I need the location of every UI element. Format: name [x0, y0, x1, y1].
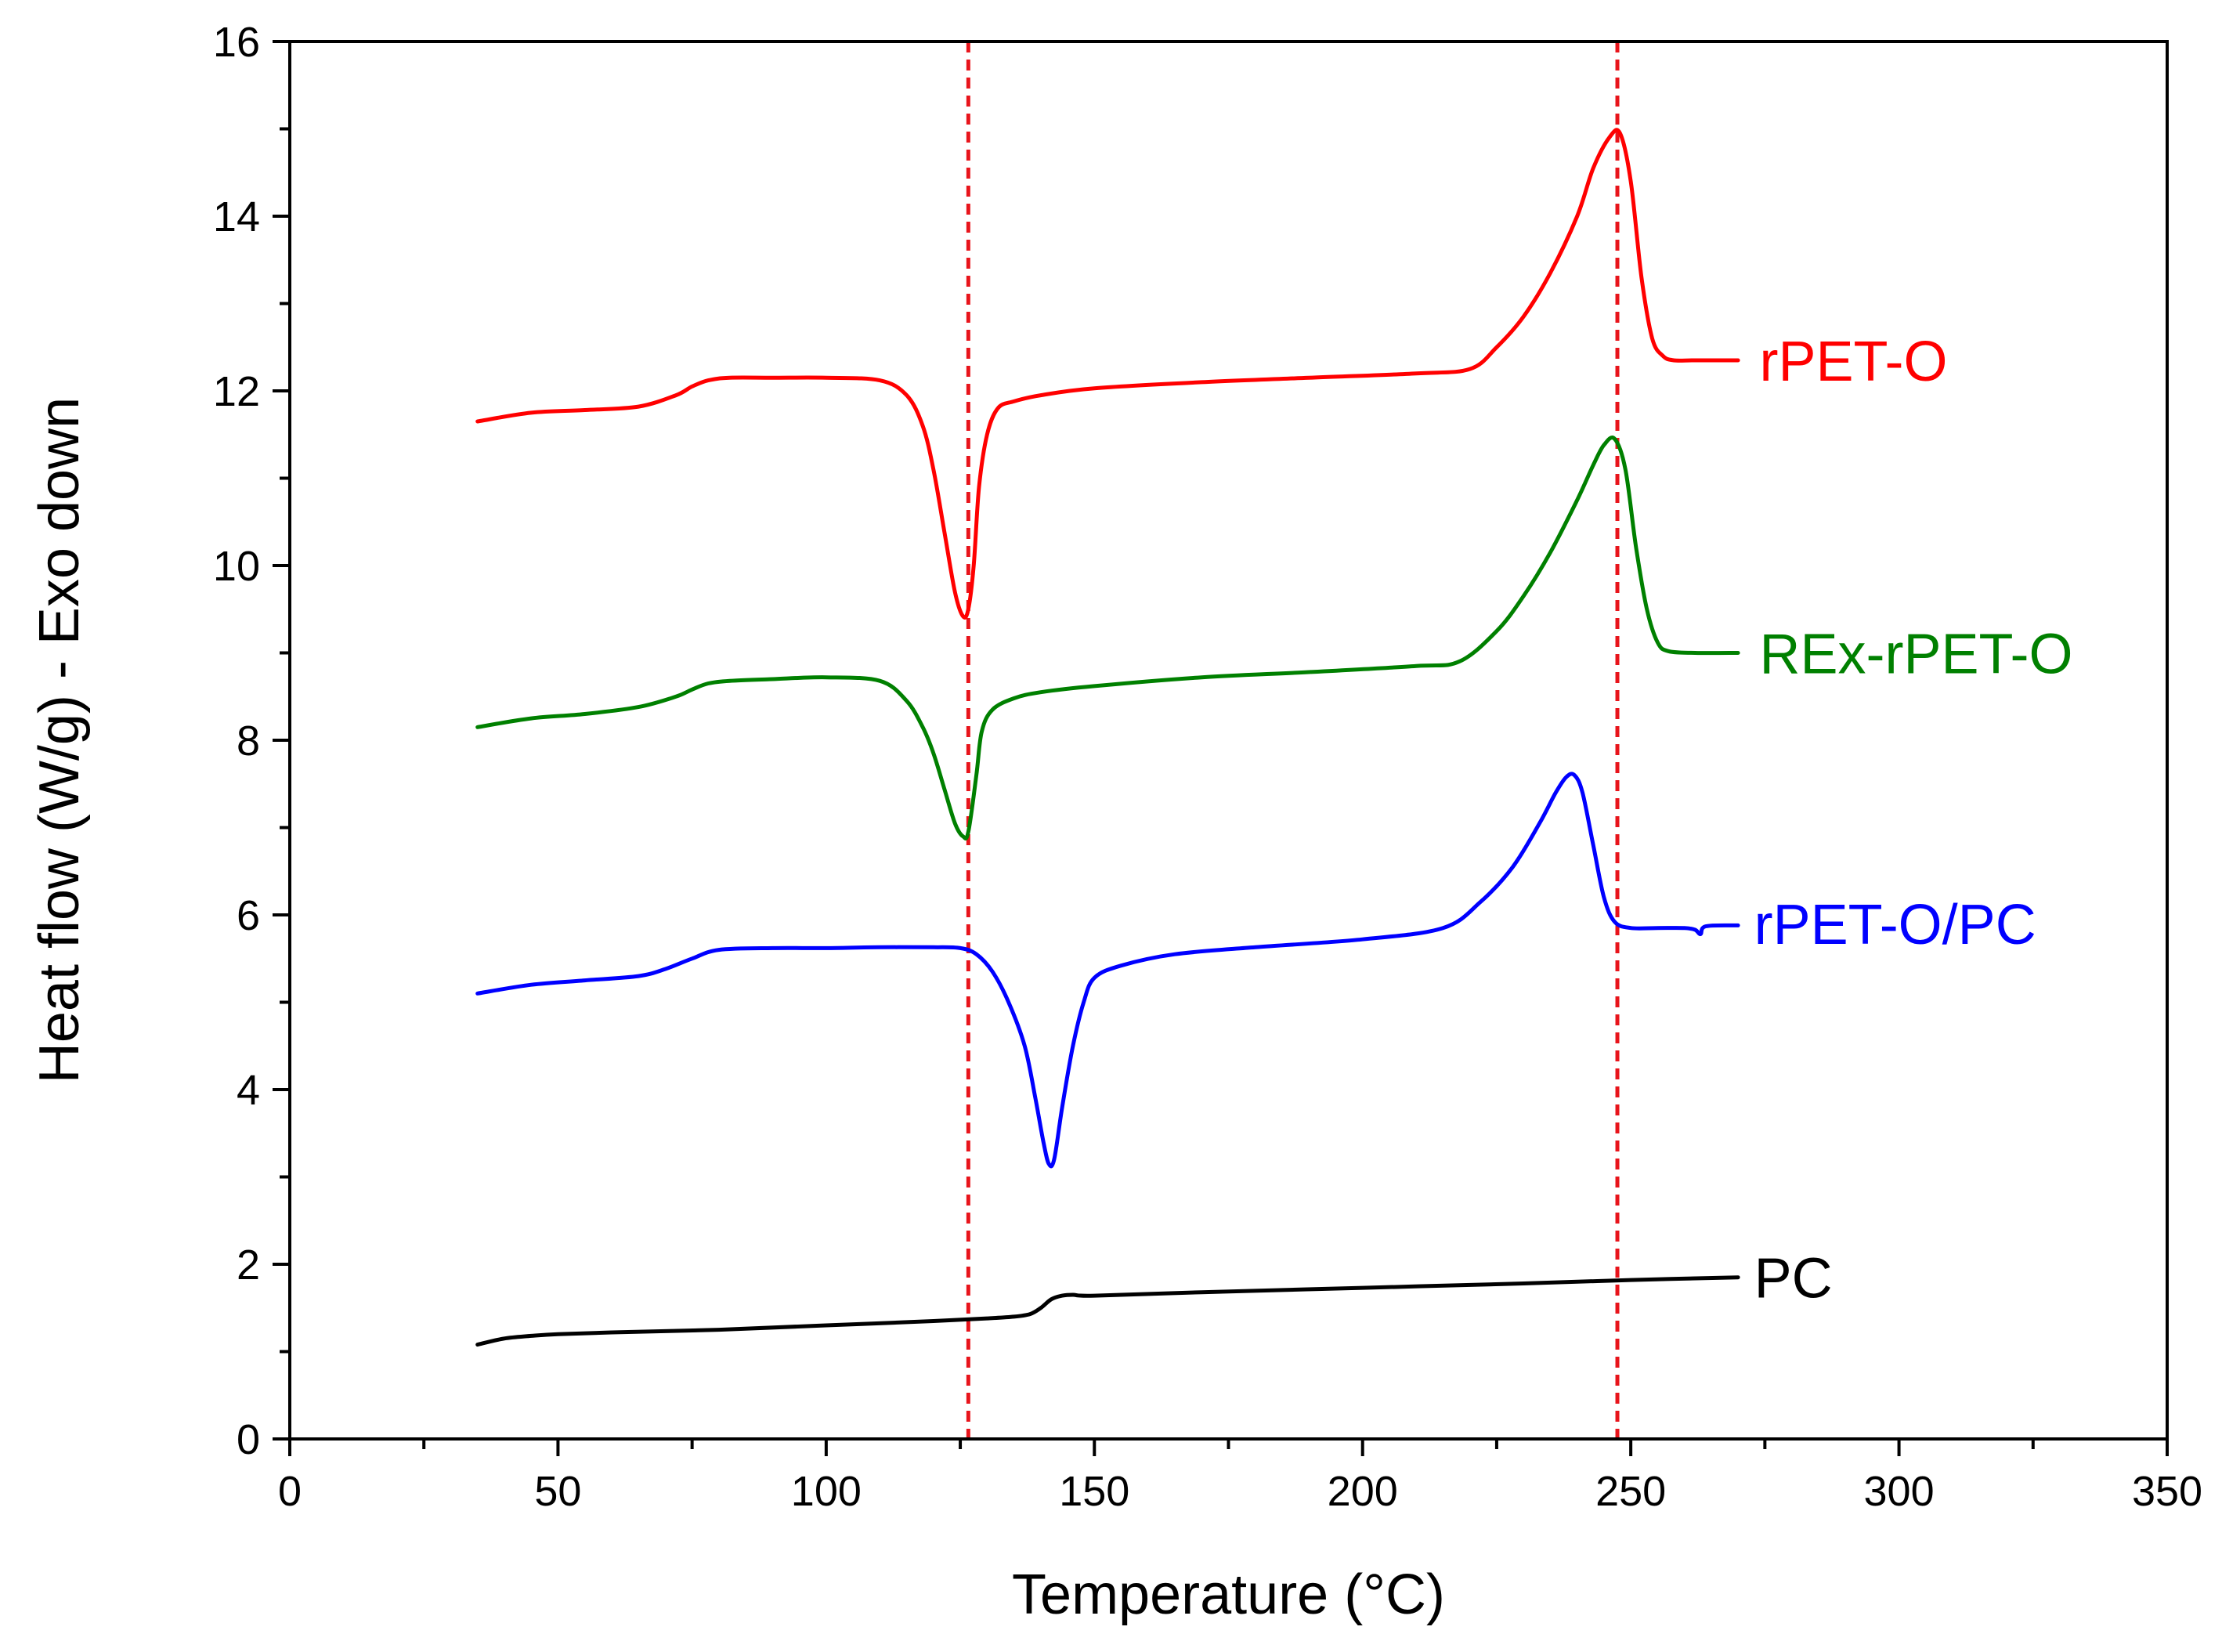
- x-tick-label: 200: [1328, 1468, 1398, 1515]
- y-axis-title: Heat flow (W/g) - Exo down: [28, 397, 91, 1083]
- series-line-rex-rpet-o: [475, 436, 1740, 840]
- x-tick-label: 300: [1864, 1468, 1935, 1515]
- series-label-rpet-o: rPET-O: [1760, 331, 1948, 393]
- reference-lines: [966, 42, 1620, 1439]
- series-line-rpet-o-pc: [475, 772, 1740, 1169]
- y-tick-label: 14: [213, 193, 260, 240]
- x-tick-label: 150: [1059, 1468, 1129, 1515]
- y-tick-label: 10: [213, 543, 260, 590]
- series-line-pc: [475, 1275, 1740, 1347]
- series-label-rex-rpet-o: REx-rPET-O: [1760, 624, 2073, 686]
- series-layer: [475, 128, 1740, 1347]
- x-tick-labels: 0 50 100 150 200 250 300 350: [278, 1468, 2202, 1515]
- y-tick-label: 2: [237, 1242, 260, 1289]
- x-tick-label: 50: [534, 1468, 581, 1515]
- y-tick-label: 8: [237, 718, 260, 765]
- y-tick-label: 4: [237, 1067, 260, 1114]
- x-tick-label: 100: [791, 1468, 862, 1515]
- x-tick-label: 0: [278, 1468, 302, 1515]
- series-label-pc: PC: [1754, 1248, 1833, 1310]
- series-line-rpet-o: [475, 128, 1740, 620]
- series-label-rpet-o-pc: rPET-O/PC: [1754, 894, 2036, 956]
- x-tick-label: 250: [1595, 1468, 1666, 1515]
- y-tick-label: 0: [237, 1416, 260, 1463]
- y-tick-labels: 0 2 4 6 8 10 12 14 16: [213, 19, 260, 1463]
- y-tick-label: 6: [237, 892, 260, 939]
- series-labels: rPET-O REx-rPET-O rPET-O/PC PC: [1754, 331, 2073, 1310]
- axis-ticks: [273, 40, 2169, 1456]
- y-tick-label: 12: [213, 368, 260, 415]
- x-axis-title: Temperature (°C): [1012, 1563, 1445, 1626]
- plot-frame: [288, 40, 2169, 1441]
- x-tick-label: 350: [2132, 1468, 2202, 1515]
- y-tick-label: 16: [213, 19, 260, 66]
